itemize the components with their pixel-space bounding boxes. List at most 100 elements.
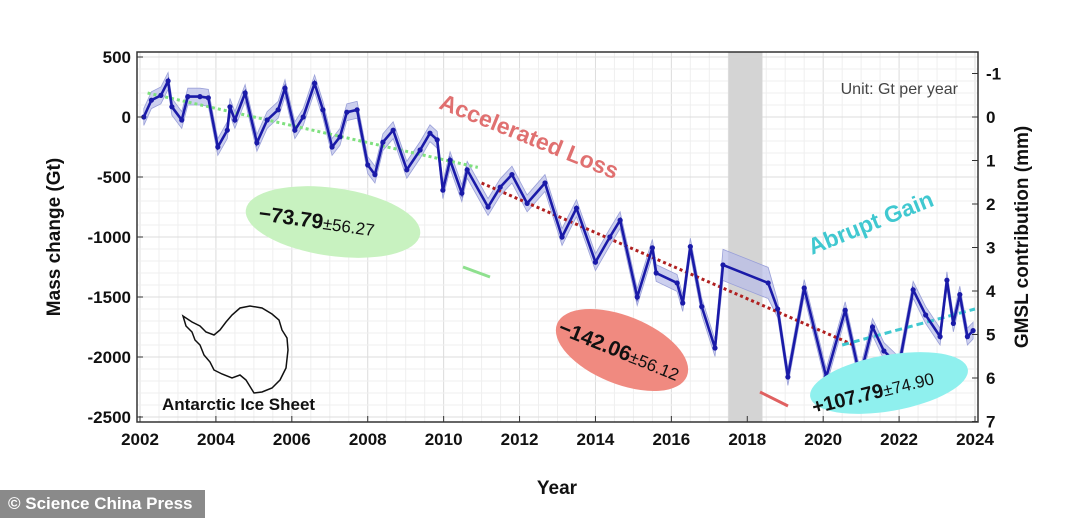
data-point xyxy=(842,307,848,313)
x-tick-label: 2022 xyxy=(880,430,918,449)
data-point xyxy=(720,262,726,268)
y-tick-label: 500 xyxy=(103,48,131,67)
y2-tick-label: 6 xyxy=(986,369,995,388)
y2-tick-label: 2 xyxy=(986,195,995,214)
rate2-ellipse xyxy=(555,308,689,392)
data-point xyxy=(559,234,565,240)
rate2-arrow xyxy=(759,390,789,408)
data-point xyxy=(224,127,230,133)
data-point xyxy=(687,244,693,250)
data-point xyxy=(964,334,971,340)
data-point xyxy=(937,334,943,340)
data-point xyxy=(447,157,453,163)
data-point xyxy=(464,167,470,173)
data-point xyxy=(197,94,203,100)
y2-axis-label: GMSL contribution (mm) xyxy=(1012,126,1033,348)
x-tick-label: 2016 xyxy=(652,430,690,449)
data-point xyxy=(148,97,154,103)
y2-tick-label: -1 xyxy=(986,65,1001,84)
data-point xyxy=(292,127,298,133)
data-point xyxy=(417,147,423,153)
x-tick-label: 2020 xyxy=(804,430,842,449)
y-tick-label: -500 xyxy=(97,168,131,187)
data-point xyxy=(390,127,396,133)
data-point xyxy=(242,90,248,96)
data-point xyxy=(674,280,680,286)
y-axis-label: Mass change (Gt) xyxy=(44,158,65,316)
data-point xyxy=(232,117,238,123)
data-point xyxy=(158,92,164,98)
x-tick-label: 2012 xyxy=(501,430,539,449)
rate3-ellipse xyxy=(810,352,968,414)
data-point xyxy=(497,184,503,190)
accelerated-loss-label: Accelerated Loss xyxy=(436,89,622,184)
trend-line-1 xyxy=(147,91,479,169)
data-point xyxy=(485,204,491,210)
data-point xyxy=(354,107,360,113)
data-point xyxy=(785,374,791,380)
data-point xyxy=(365,162,371,168)
antarctica-map-icon xyxy=(181,305,289,394)
data-point xyxy=(254,140,260,146)
data-point xyxy=(459,190,465,196)
x-tick-label: 2002 xyxy=(121,430,159,449)
data-point xyxy=(869,324,876,330)
data-point xyxy=(950,320,956,326)
data-point xyxy=(801,285,807,291)
unit-label: Unit: Gt per year xyxy=(841,81,959,98)
x-tick-label: 2004 xyxy=(197,430,235,449)
data-point xyxy=(440,187,446,193)
data-point xyxy=(944,277,950,283)
data-point xyxy=(282,85,288,91)
data-point xyxy=(337,134,343,140)
data-point xyxy=(165,78,171,84)
data-point xyxy=(634,294,640,300)
data-point xyxy=(300,114,306,120)
data-point xyxy=(372,172,378,178)
x-tick-label: 2006 xyxy=(273,430,311,449)
data-point xyxy=(141,114,147,120)
data-point xyxy=(765,280,771,286)
y2-tick-label: 7 xyxy=(986,413,995,432)
y2-tick-label: 1 xyxy=(986,152,995,171)
data-point xyxy=(712,345,718,351)
data-point xyxy=(881,348,887,354)
y2-tick-label: 3 xyxy=(986,239,995,258)
data-point xyxy=(329,144,335,150)
data-point xyxy=(524,200,530,206)
data-point xyxy=(617,217,623,223)
region-label: Antarctic Ice Sheet xyxy=(162,395,315,414)
y2-tick-label: 4 xyxy=(986,282,996,301)
trend-line-2 xyxy=(480,181,855,347)
data-point xyxy=(649,245,655,251)
data-point xyxy=(380,139,386,145)
data-point xyxy=(227,104,233,110)
data-point xyxy=(264,117,270,123)
data-point xyxy=(923,312,929,318)
x-tick-label: 2010 xyxy=(425,430,463,449)
data-point xyxy=(607,234,613,240)
y2-tick-label: 5 xyxy=(986,326,995,345)
data-point xyxy=(699,304,705,310)
data-point xyxy=(427,130,433,136)
data-point xyxy=(311,80,318,86)
data-point xyxy=(404,167,410,173)
image-credit: © Science China Press xyxy=(0,490,205,518)
data-point xyxy=(215,144,221,150)
x-tick-label: 2014 xyxy=(577,430,615,449)
y-tick-label: 0 xyxy=(122,108,131,127)
data-point xyxy=(957,292,963,298)
x-axis-label: Year xyxy=(537,478,578,499)
data-point xyxy=(653,270,659,276)
data-point xyxy=(542,180,548,186)
x-tick-label: 2008 xyxy=(349,430,387,449)
data-point xyxy=(680,300,686,306)
rate1-ellipse xyxy=(245,186,421,258)
y-tick-label: -2000 xyxy=(88,348,131,367)
data-point xyxy=(434,137,440,143)
y-tick-label: -2500 xyxy=(88,408,131,427)
data-point xyxy=(509,172,515,178)
y-tick-label: -1500 xyxy=(88,288,131,307)
data-point xyxy=(775,306,781,312)
